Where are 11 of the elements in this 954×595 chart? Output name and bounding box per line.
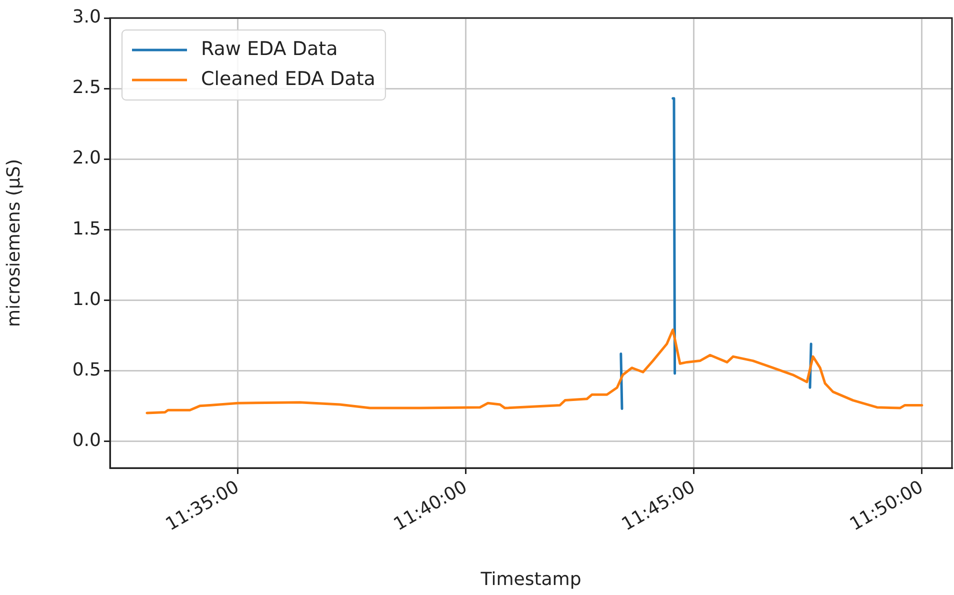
y-tick-label: 2.5: [72, 77, 101, 98]
y-tick-label: 0.0: [72, 430, 101, 451]
y-tick-label: 1.5: [72, 218, 101, 240]
y-tick-label: 3.0: [72, 6, 101, 28]
legend-label: Cleaned EDA Data: [201, 68, 376, 90]
x-axis-title: Timestamp: [480, 568, 582, 590]
y-tick-label: 0.5: [72, 359, 101, 380]
y-axis-title: microsiemens (µS): [3, 159, 24, 327]
y-tick-label: 2.0: [72, 148, 101, 169]
y-tick-label: 1.0: [72, 288, 101, 310]
legend-label: Raw EDA Data: [201, 38, 338, 60]
